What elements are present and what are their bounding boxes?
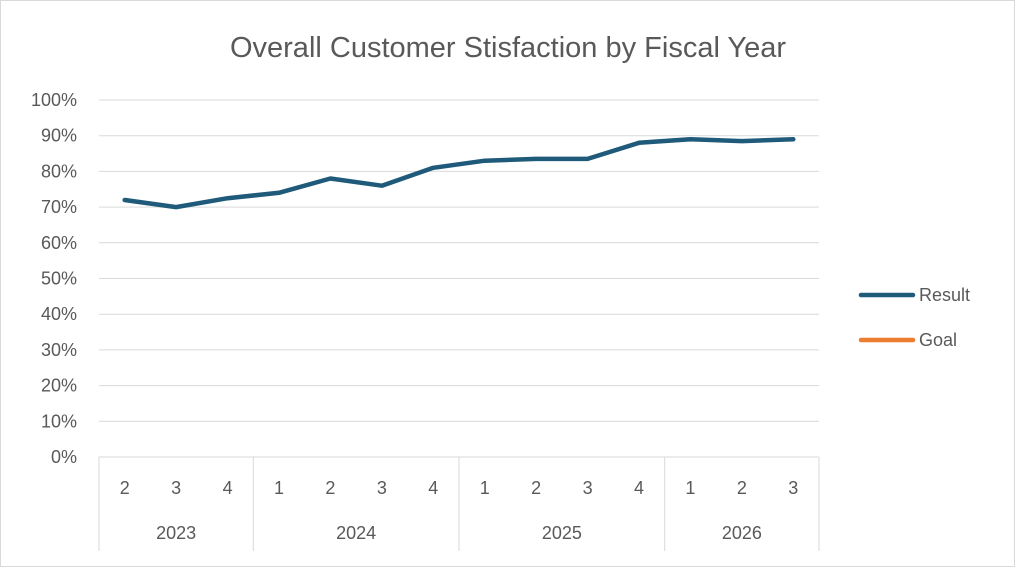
series-line-result (122, 137, 796, 210)
x-tick-label-quarter: 2 (120, 478, 130, 498)
legend-label: Result (919, 285, 970, 305)
x-axis: 2 3 4 1 2 3 4 1 2 3 4 1 2 3 2023 2024 2025 2026 (98, 456, 820, 551)
chart-title: Overall Customer Stisfaction by Fiscal Y… (230, 32, 786, 64)
y-tick-label: 70% (41, 197, 77, 217)
x-tick-label-year: 2025 (542, 523, 582, 543)
x-tick-label-quarter: 1 (480, 478, 490, 498)
y-tick-label: 50% (41, 269, 77, 289)
y-tick-label: 80% (41, 161, 77, 181)
y-tick-label: 20% (41, 376, 77, 396)
x-tick-label-quarter: 1 (685, 478, 695, 498)
x-tick-label-quarter: 1 (274, 478, 284, 498)
y-tick-label: 10% (41, 411, 77, 431)
legend-label: Goal (919, 330, 957, 350)
gridlines (99, 99, 819, 422)
x-tick-label-quarter: 3 (171, 478, 181, 498)
x-tick-label-quarter: 2 (325, 478, 335, 498)
x-tick-label-year: 2024 (336, 523, 376, 543)
x-tick-label-quarter: 2 (737, 478, 747, 498)
y-tick-label: 40% (41, 304, 77, 324)
y-tick-label: 30% (41, 340, 77, 360)
series-lines (122, 137, 796, 210)
x-tick-label-quarter: 3 (377, 478, 387, 498)
y-tick-label: 90% (41, 126, 77, 146)
x-tick-label-year: 2026 (722, 523, 762, 543)
x-tick-label-quarter: 4 (428, 478, 438, 498)
x-tick-label-year: 2023 (156, 523, 196, 543)
x-tick-label-quarter: 2 (531, 478, 541, 498)
y-tick-label: 0% (51, 447, 77, 467)
y-tick-label: 100% (31, 90, 77, 110)
x-tick-label-quarter: 3 (788, 478, 798, 498)
y-axis-tick-labels: 0% 10% 20% 30% 40% 50% 60% 70% 80% 90% 100% (31, 90, 77, 467)
x-tick-label-quarter: 4 (223, 478, 233, 498)
x-tick-label-quarter: 4 (634, 478, 644, 498)
x-tick-label-quarter: 3 (583, 478, 593, 498)
y-tick-label: 60% (41, 233, 77, 253)
legend: Result Goal (858, 285, 970, 350)
